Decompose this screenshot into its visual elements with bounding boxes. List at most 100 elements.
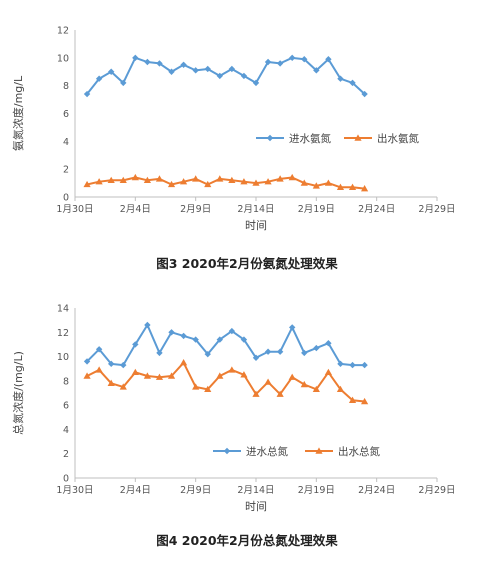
- inlet-data-point: [252, 354, 260, 361]
- y-tick-label: 12: [57, 26, 69, 37]
- y-tick-label: 8: [63, 376, 69, 387]
- inlet-data-point: [144, 58, 151, 66]
- inlet-data-point: [240, 336, 248, 343]
- x-tick-label: 2月29日: [418, 485, 455, 496]
- outlet-data-point: [95, 178, 103, 185]
- outlet-data-point: [204, 385, 212, 393]
- outlet-data-point: [252, 390, 260, 397]
- outlet-data-point: [336, 385, 345, 393]
- inlet-data-point: [192, 336, 199, 343]
- outlet-data-point: [167, 372, 176, 379]
- outlet-data-point: [361, 185, 369, 192]
- inlet-data-point: [337, 360, 344, 368]
- outlet-data-point: [180, 359, 188, 366]
- outlet-data-point: [216, 372, 224, 379]
- y-tick-label: 14: [57, 304, 69, 315]
- inlet-data-point: [252, 79, 260, 87]
- inlet-data-point: [349, 361, 356, 369]
- inlet-data-point: [313, 67, 320, 74]
- outlet-data-point: [324, 368, 332, 376]
- legend-marker: [315, 447, 323, 454]
- y-tick-label: 0: [63, 193, 69, 204]
- legend-label: 出水氨氮: [377, 132, 419, 145]
- outlet-data-point: [288, 173, 296, 181]
- x-tick-label: 2月19日: [298, 204, 335, 215]
- outlet-data-point: [348, 183, 357, 190]
- inlet-data-point: [289, 324, 296, 331]
- outlet-data-point: [107, 176, 115, 183]
- inlet-data-point: [313, 344, 320, 352]
- inlet-data-point: [301, 56, 308, 63]
- y-tick-label: 12: [57, 328, 69, 339]
- outlet-data-point: [240, 371, 248, 378]
- y-tick-label: 8: [63, 81, 69, 92]
- inlet-data-point: [325, 340, 332, 347]
- legend-label: 进水总氮: [246, 445, 288, 458]
- inlet-data-point: [264, 58, 272, 66]
- outlet-data-point: [288, 373, 296, 380]
- x-axis-label: 时间: [245, 500, 267, 513]
- outlet-data-point: [155, 373, 164, 380]
- inlet-data-point: [168, 329, 175, 336]
- outlet-data-point: [300, 380, 308, 388]
- legend-marker: [266, 134, 274, 142]
- inlet-data-point: [156, 60, 163, 67]
- inlet-data-point: [264, 348, 272, 355]
- inlet-data-point: [325, 56, 332, 63]
- y-tick-label: 10: [57, 53, 69, 64]
- outlet-data-point: [192, 383, 200, 390]
- outlet-data-point: [252, 179, 260, 186]
- inlet-data-point: [108, 360, 115, 368]
- outlet-data-point: [131, 173, 139, 181]
- outlet-data-point: [264, 378, 272, 385]
- outlet-data-point: [83, 180, 91, 188]
- x-axis-label: 时间: [245, 219, 267, 232]
- inlet-data-point: [337, 75, 344, 82]
- outlet-data-point: [131, 368, 139, 376]
- outlet-series-line: [86, 361, 365, 403]
- x-tick-label: 2月4日: [120, 204, 151, 215]
- inlet-data-point: [204, 350, 211, 358]
- outlet-data-point: [155, 175, 164, 182]
- legend-label: 出水总氮: [338, 445, 380, 458]
- y-axis-label: 氨氮浓度/mg/L: [11, 75, 25, 151]
- inlet-data-point: [192, 67, 199, 74]
- outlet-data-point: [216, 175, 224, 182]
- total-nitrogen-chart-caption: 图4 2020年2月份总氮处理效果: [156, 533, 338, 548]
- outlet-data-point: [276, 175, 284, 182]
- x-tick-label: 2月9日: [180, 485, 211, 496]
- x-tick-label: 2月9日: [180, 204, 211, 215]
- inlet-data-point: [95, 75, 103, 82]
- inlet-data-point: [240, 72, 248, 80]
- outlet-data-point: [312, 182, 320, 189]
- outlet-data-point: [276, 390, 284, 397]
- inlet-data-point: [95, 346, 103, 353]
- inlet-data-point: [228, 327, 236, 335]
- inlet-data-point: [204, 65, 211, 73]
- outlet-data-point: [95, 366, 103, 373]
- outlet-data-point: [119, 383, 127, 390]
- y-axis-label: 总氮浓度/(mg/L): [11, 351, 25, 435]
- outlet-data-point: [204, 180, 212, 188]
- outlet-data-point: [107, 379, 115, 386]
- inlet-data-point: [361, 361, 368, 369]
- inlet-data-point: [301, 349, 308, 357]
- inlet-data-point: [289, 54, 296, 62]
- x-tick-label: 2月14日: [237, 485, 274, 496]
- outlet-data-point: [324, 179, 332, 186]
- inlet-data-point: [216, 336, 223, 343]
- inlet-data-point: [180, 61, 187, 68]
- x-tick-label: 2月24日: [358, 204, 395, 215]
- inlet-data-point: [120, 361, 127, 369]
- legend-label: 进水氨氮: [289, 132, 331, 145]
- inlet-data-point: [108, 68, 115, 75]
- inlet-data-point: [276, 348, 284, 355]
- x-tick-label: 2月19日: [298, 485, 335, 496]
- outlet-data-point: [240, 178, 248, 185]
- inlet-series-line: [86, 56, 366, 95]
- inlet-data-point: [144, 321, 151, 329]
- inlet-data-point: [276, 60, 284, 67]
- outlet-data-point: [143, 372, 151, 379]
- inlet-data-point: [132, 54, 139, 62]
- inlet-data-point: [83, 358, 91, 365]
